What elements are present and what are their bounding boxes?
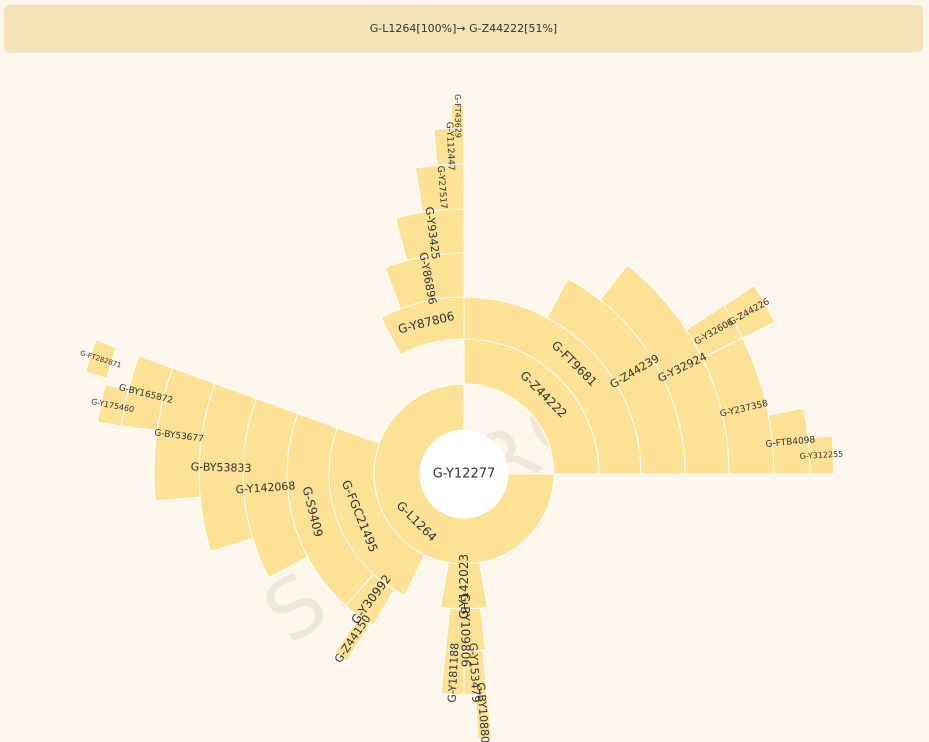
segment-g-y175460[interactable]	[97, 383, 129, 427]
segment-g-ft43629[interactable]	[450, 103, 465, 129]
segment-g-by108805[interactable]	[475, 693, 493, 740]
segment-g-by109806[interactable]	[444, 607, 487, 652]
segment-g-y32924[interactable]	[599, 264, 730, 475]
breadcrumb-path: G-L1264[100%]→ G-Z44222[51%]	[369, 22, 558, 35]
segment-g-y93425[interactable]	[394, 208, 465, 262]
segment-g-y142023[interactable]	[439, 562, 489, 610]
segment-g-y181188[interactable]	[440, 649, 465, 696]
segment-g-y312255[interactable]	[807, 434, 835, 475]
segment-g-z44150[interactable]	[333, 616, 371, 663]
segment-g-by53677[interactable]	[153, 367, 216, 502]
segment-g-z44226[interactable]	[723, 284, 776, 339]
segment-g-y27517[interactable]	[414, 163, 465, 213]
segment-g-by53833[interactable]	[198, 382, 257, 553]
segment-g-y112447[interactable]	[433, 127, 465, 166]
sunburst-segments	[84, 103, 835, 740]
center-root[interactable]	[420, 430, 508, 518]
segment-g-y87806[interactable]	[380, 296, 465, 356]
segment-g-ft282871[interactable]	[84, 339, 117, 379]
segment-g-y153479[interactable]	[463, 649, 488, 696]
breadcrumb[interactable]: G-L1264[100%]→ G-Z44222[51%]	[4, 5, 923, 52]
segment-g-y237358[interactable]	[701, 337, 775, 475]
segment-g-ftb4098[interactable]	[767, 407, 811, 475]
